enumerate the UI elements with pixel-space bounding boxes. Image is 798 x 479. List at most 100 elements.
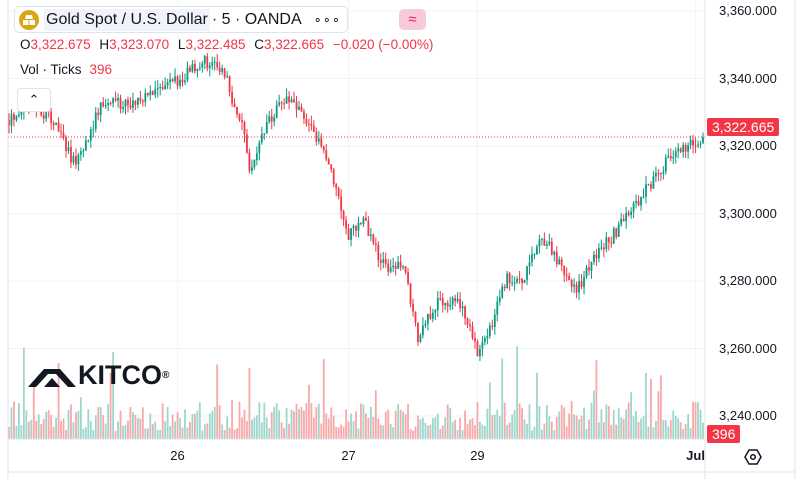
volume-bar [414, 426, 417, 439]
volume-bar [293, 411, 295, 439]
candle-body [682, 144, 685, 152]
volume-bar [92, 430, 95, 439]
candle-body [10, 114, 13, 126]
volume-bar [697, 402, 699, 439]
symbol-legend[interactable]: Gold Spot / U.S. Dollar · 5 · OANDA ∘∘∘ [14, 6, 349, 33]
volume-bar [449, 407, 452, 439]
volume-bar [560, 405, 563, 439]
candle-body [441, 298, 444, 306]
volume-bar [193, 413, 196, 439]
price-tick-label: 3,360.000 [719, 3, 777, 18]
volume-bar [99, 407, 102, 439]
more-options-icon[interactable]: ∘∘∘ [313, 11, 342, 27]
candle-body [662, 171, 665, 174]
candle-body [404, 266, 407, 273]
grid [8, 0, 705, 439]
candle-body [317, 138, 320, 142]
candle-body [283, 103, 286, 105]
volume-bar [407, 403, 409, 439]
compare-button[interactable]: ≈ [399, 9, 426, 30]
candle-body [226, 76, 229, 78]
candle-body [94, 112, 97, 129]
volume-bar [466, 424, 469, 439]
volume-bar [419, 419, 422, 439]
candle-body [340, 196, 343, 211]
volume-bar [65, 430, 67, 439]
volume-bar [127, 420, 129, 439]
volume-bar [595, 360, 598, 439]
volume-bar [650, 378, 652, 439]
candle-body [332, 169, 335, 185]
candle-body [479, 349, 481, 357]
volume-bar [461, 430, 464, 439]
change-value: −0.020 (−0.00%) [332, 37, 434, 52]
volume-bar [166, 406, 169, 439]
volume-bar [35, 420, 38, 439]
collapse-legend-button[interactable]: ⌃ [17, 88, 51, 112]
volume-bar [399, 409, 402, 439]
volume-bar [602, 422, 605, 439]
volume-bar [446, 404, 449, 439]
interval-source[interactable]: · 5 · OANDA [211, 10, 302, 28]
candle-body [679, 148, 682, 152]
volume-bar [144, 428, 147, 439]
volume-bar [139, 418, 142, 439]
candle-body [228, 76, 231, 93]
candle-body [350, 228, 352, 240]
gold-logo-icon [19, 9, 39, 30]
volume-bar [288, 423, 290, 439]
volume-bar [612, 409, 615, 439]
volume-bar [573, 414, 576, 439]
volume-bar [32, 381, 35, 439]
candle-body [607, 237, 610, 243]
volume-bar [538, 406, 541, 439]
candle-body [595, 254, 598, 259]
candle-body [213, 61, 216, 63]
close-value: 3,322.665 [264, 37, 325, 52]
volume-bar [384, 411, 387, 439]
volume-bar [186, 427, 189, 439]
candle-body [322, 146, 325, 151]
candle-body [310, 123, 313, 126]
volume-bar [625, 409, 628, 439]
candle-body [637, 201, 640, 206]
candle-body [516, 278, 519, 283]
volume-bar [555, 416, 558, 439]
candle-body [278, 102, 281, 105]
symbol-title[interactable]: Gold Spot / U.S. Dollar [44, 8, 210, 31]
volume-bar [134, 414, 137, 439]
volume-bar [598, 422, 600, 439]
volume-bar [253, 417, 256, 439]
volume-bar [637, 421, 640, 439]
volume-bar [483, 426, 486, 439]
candle-body [436, 298, 439, 311]
volume-legend[interactable]: Vol · Ticks 396 [20, 62, 112, 77]
volume-bar [146, 428, 149, 439]
volume-bar [518, 403, 521, 439]
settings-icon[interactable] [744, 448, 762, 466]
candle-body [166, 82, 169, 86]
candle-body [186, 67, 189, 81]
candle-body [293, 99, 295, 103]
volume-bar [117, 421, 119, 439]
volume-bar [312, 417, 315, 439]
candle-body [154, 89, 157, 95]
candle-body [50, 111, 53, 124]
volume-bar [454, 419, 457, 439]
candle-body [20, 111, 23, 116]
volume-bar [216, 364, 219, 439]
volume-bar [251, 419, 253, 439]
candle-body [146, 92, 149, 96]
volume-bar [320, 423, 323, 439]
volume-bar [412, 430, 414, 439]
volume-bar [516, 346, 519, 439]
volume-bar [114, 430, 117, 439]
candle-body [114, 98, 117, 101]
candle-body [672, 157, 675, 159]
volume-bar [211, 411, 214, 439]
candle-body [335, 184, 338, 189]
volume-bar [164, 421, 167, 439]
volume-bar [496, 409, 499, 439]
candle-body [697, 144, 699, 146]
